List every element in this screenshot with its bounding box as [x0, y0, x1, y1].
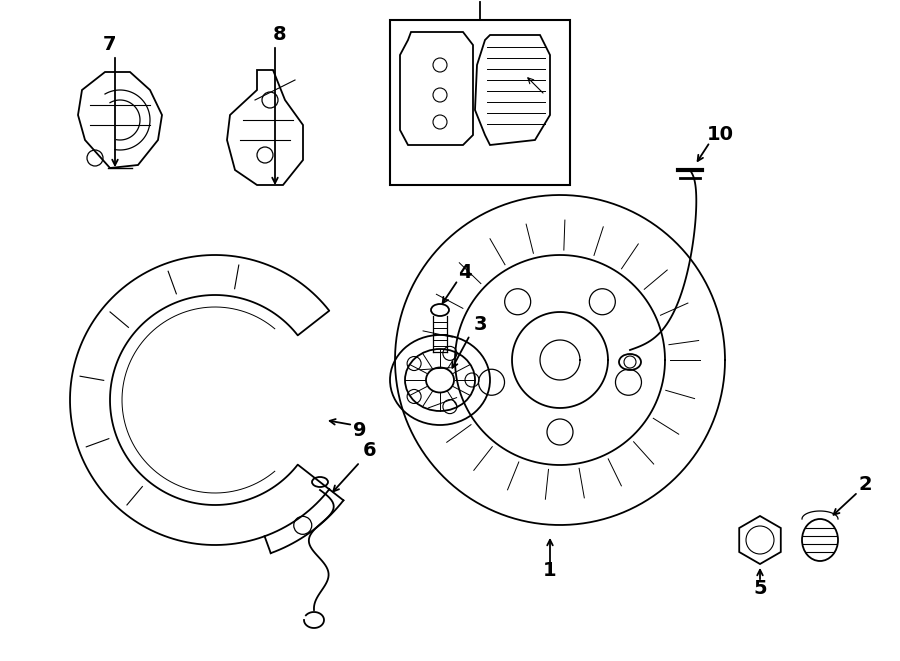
Text: 3: 3: [473, 315, 487, 334]
Text: 5: 5: [753, 578, 767, 598]
Text: 1: 1: [544, 561, 557, 580]
Bar: [390, 20, 570, 185]
Text: 2: 2: [859, 475, 872, 494]
Text: 10: 10: [706, 126, 733, 145]
Text: 9: 9: [353, 420, 367, 440]
Text: 7: 7: [104, 36, 117, 54]
Text: 6: 6: [364, 440, 377, 459]
Text: 4: 4: [458, 262, 472, 282]
Text: 8: 8: [274, 26, 287, 44]
